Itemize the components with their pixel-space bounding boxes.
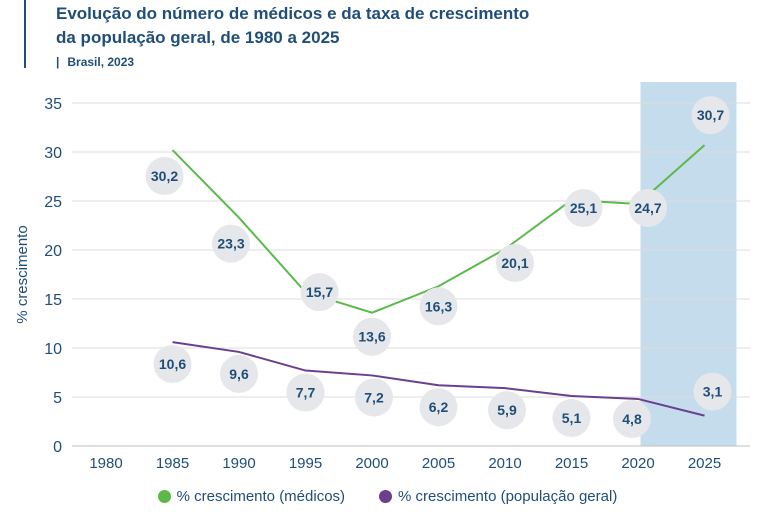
data-label-text: 6,2 xyxy=(429,399,449,415)
data-label-text: 13,6 xyxy=(358,329,385,345)
data-label-bubble xyxy=(220,354,258,393)
series-lines xyxy=(171,144,706,417)
data-label: 25,1 xyxy=(564,189,603,228)
title-accent-bar xyxy=(24,0,26,68)
data-label: 23,3 xyxy=(212,224,250,263)
chart-subtitle: | Brasil, 2023 xyxy=(56,55,134,69)
data-label-bubble xyxy=(629,188,667,227)
x-tick-label: 1990 xyxy=(222,455,255,472)
data-label-bubble xyxy=(496,244,534,283)
data-label-text: 9,6 xyxy=(229,366,249,382)
grid-lines xyxy=(72,102,750,447)
data-label-bubble xyxy=(145,157,184,196)
data-label-bubble xyxy=(613,399,651,438)
data-label: 24,7 xyxy=(629,188,667,227)
data-label: 4,8 xyxy=(613,399,651,438)
chart-title-line-1: Evolução do número de médicos e da taxa … xyxy=(56,4,530,23)
data-label: 30,7 xyxy=(691,96,730,135)
legend-label-medicos: % crescimento (médicos) xyxy=(176,488,346,505)
data-label-text: 7,7 xyxy=(296,385,316,401)
chart-title-line-2: da população geral, de 1980 a 2025 xyxy=(56,28,340,47)
data-label: 6,2 xyxy=(419,388,458,427)
x-tick-label: 2005 xyxy=(422,455,455,472)
data-label: 20,1 xyxy=(496,244,534,283)
data-label-bubble xyxy=(355,378,393,417)
line-populacao xyxy=(172,341,705,417)
legend-item-medicos: % crescimento (médicos) xyxy=(157,488,346,505)
data-label-text: 5,1 xyxy=(562,410,582,426)
data-label-text: 10,6 xyxy=(159,356,186,372)
x-tick-label: 1985 xyxy=(156,455,189,472)
data-label-bubble xyxy=(691,96,730,135)
legend-item-populacao: % crescimento (população geral) xyxy=(379,488,617,505)
x-tick-label: 2025 xyxy=(688,455,721,472)
chart-title: Evolução do número de médicos e da taxa … xyxy=(56,2,616,50)
data-label-text: 24,7 xyxy=(634,200,661,216)
data-label-text: 4,8 xyxy=(622,411,642,427)
data-label: 10,6 xyxy=(153,345,192,384)
data-label: 7,2 xyxy=(355,378,393,417)
y-tick-label: 10 xyxy=(44,341,62,358)
x-tick-label: 2010 xyxy=(488,455,521,472)
data-label-bubble xyxy=(693,372,732,411)
x-tick-label: 1995 xyxy=(289,455,322,472)
data-label-bubble xyxy=(212,224,250,263)
data-label-text: 30,2 xyxy=(151,168,178,184)
x-tick-label: 2000 xyxy=(355,455,388,472)
legend-marker-populacao xyxy=(379,490,393,503)
y-tick-label: 35 xyxy=(44,96,62,113)
data-label: 3,1 xyxy=(693,372,732,411)
data-label-bubble xyxy=(419,287,458,326)
data-labels: 30,2 23,3 15,7 13,6 16,3 20,1 25,1 24,7 30,7 10,6… xyxy=(145,96,732,438)
data-label-text: 23,3 xyxy=(217,236,244,252)
y-tick-label: 25 xyxy=(44,194,62,211)
data-label-text: 30,7 xyxy=(697,107,724,123)
y-axis-label: % crescimento xyxy=(14,225,31,323)
legend-marker-medicos xyxy=(157,490,171,503)
data-label-bubble xyxy=(353,317,391,356)
legend: % crescimento (médicos) % crescimento (p… xyxy=(0,488,775,505)
y-tick-label: 0 xyxy=(53,439,62,456)
data-label-text: 16,3 xyxy=(425,298,452,314)
data-label-text: 15,7 xyxy=(306,284,333,300)
data-label-bubble xyxy=(286,373,325,412)
data-label: 16,3 xyxy=(419,287,458,326)
data-label: 5,9 xyxy=(488,391,526,430)
data-label: 5,1 xyxy=(552,399,591,438)
data-label: 9,6 xyxy=(220,354,258,393)
data-label-bubble xyxy=(552,399,591,438)
data-label: 30,2 xyxy=(145,157,184,196)
data-label-bubble xyxy=(419,388,458,427)
data-label-bubble xyxy=(153,345,192,384)
subtitle-text: Brasil, 2023 xyxy=(67,55,135,69)
data-label-bubble xyxy=(564,189,603,228)
legend-label-populacao: % crescimento (população geral) xyxy=(398,488,618,505)
x-tick-label: 1980 xyxy=(89,455,122,472)
data-label-text: 5,9 xyxy=(497,402,517,418)
line-medicos xyxy=(171,144,706,314)
data-label: 13,6 xyxy=(353,317,391,356)
x-tick-label: 2015 xyxy=(555,455,588,472)
data-label-bubble xyxy=(300,273,339,312)
data-label-text: 20,1 xyxy=(501,255,528,271)
y-tick-label: 20 xyxy=(44,243,62,260)
data-label-text: 7,2 xyxy=(364,389,384,405)
y-tick-label: 5 xyxy=(53,390,62,407)
subtitle-separator: | xyxy=(56,55,60,69)
data-label-text: 3,1 xyxy=(703,384,723,400)
data-label-text: 25,1 xyxy=(570,200,597,216)
y-tick-label: 30 xyxy=(44,145,62,162)
x-tick-labels: 1980 1985 1990 1995 2000 2005 2010 2015 2020 2025 xyxy=(89,455,721,472)
data-label: 15,7 xyxy=(300,273,339,312)
data-label-bubble xyxy=(488,391,526,430)
data-label: 7,7 xyxy=(286,373,325,412)
y-tick-labels: 0 5 10 15 20 25 30 35 xyxy=(44,96,62,456)
y-tick-label: 15 xyxy=(44,292,62,309)
x-tick-label: 2020 xyxy=(621,455,654,472)
